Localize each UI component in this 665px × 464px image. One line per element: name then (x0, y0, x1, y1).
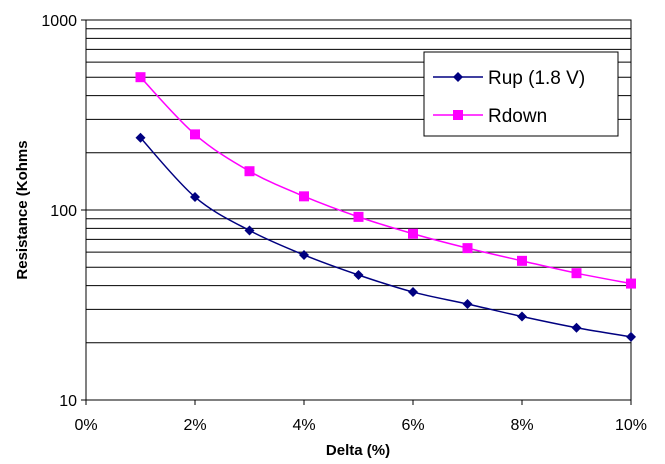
x-tick-label: 10% (615, 417, 647, 434)
data-point (190, 129, 200, 140)
legend-swatch-marker (453, 72, 463, 82)
data-point (462, 299, 473, 310)
data-point (626, 331, 636, 342)
data-point (517, 255, 527, 266)
y-tick-label: 1000 (41, 13, 77, 30)
x-axis: 0% 2% 4% 6% 8% 10% (74, 400, 647, 434)
y-tick-label: 100 (50, 203, 77, 220)
data-point (571, 322, 582, 333)
data-point (353, 269, 364, 280)
legend-label: Rdown (488, 106, 547, 127)
y-tick-label: 10 (59, 393, 77, 410)
data-point (299, 191, 309, 202)
series-line (139, 137, 632, 338)
data-point (244, 166, 255, 177)
x-tick-label: 6% (401, 417, 424, 434)
x-tick-label: 2% (183, 417, 206, 434)
x-tick-label: 0% (74, 417, 97, 434)
x-axis-title: Delta (%) (326, 442, 390, 459)
series-group (135, 72, 636, 342)
series-line (139, 76, 632, 285)
data-point (190, 192, 200, 203)
data-point (462, 243, 473, 254)
data-point (571, 268, 582, 279)
legend-swatch-marker (453, 110, 463, 120)
series-2 (135, 72, 636, 289)
data-point (408, 287, 418, 298)
data-point (299, 249, 309, 260)
data-point (135, 72, 146, 83)
legend: Rup (1.8 V) Rdown (423, 51, 619, 137)
data-point (408, 228, 418, 239)
data-point (517, 311, 527, 322)
legend-box (423, 51, 619, 137)
data-point (135, 132, 146, 143)
data-point (626, 278, 636, 289)
data-point (244, 225, 255, 236)
x-tick-label: 8% (510, 417, 533, 434)
x-tick-label: 4% (292, 417, 315, 434)
data-point (353, 211, 364, 222)
y-axis: 10 100 1000 (41, 13, 86, 410)
legend-label: Rup (1.8 V) (488, 68, 585, 89)
series-1 (135, 132, 636, 342)
y-axis-title: Resistance (Kohms (14, 140, 31, 279)
